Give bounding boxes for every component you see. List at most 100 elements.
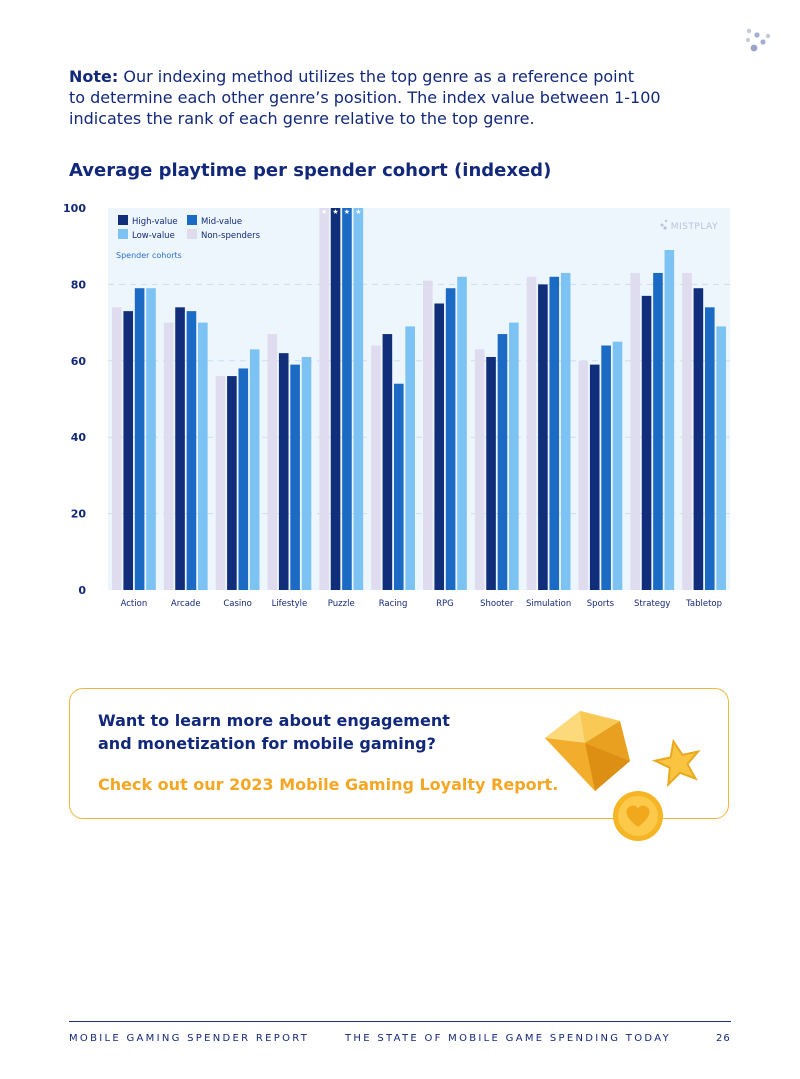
bar [630, 272, 640, 590]
bar [509, 322, 519, 590]
x-tick-label: Arcade [171, 599, 201, 609]
plot-area [108, 208, 730, 590]
note-line-1: Our indexing method utilizes the top gen… [118, 67, 635, 86]
heart-coin-icon [613, 791, 663, 841]
x-tick-label: Puzzle [328, 599, 355, 609]
bar [123, 311, 134, 590]
y-tick-label: 20 [71, 508, 87, 521]
footer-rule [69, 1021, 731, 1022]
bar [301, 356, 312, 590]
x-tick-label: Shooter [480, 599, 514, 609]
note-line-3: indicates the rank of each genre relativ… [69, 109, 535, 128]
legend-swatch [187, 215, 197, 225]
bar [278, 353, 289, 590]
bar [393, 383, 404, 590]
bar [186, 311, 197, 590]
bar [163, 322, 174, 590]
bar [215, 376, 226, 590]
y-tick-label: 0 [78, 584, 86, 597]
y-tick-label: 80 [71, 278, 87, 291]
watermark-dot [664, 219, 668, 223]
bar [198, 322, 208, 590]
bar [601, 345, 611, 590]
bar [112, 307, 122, 590]
legend-swatch [118, 229, 128, 239]
bar [578, 360, 589, 590]
bar [693, 288, 704, 590]
bar [560, 272, 571, 590]
bar [238, 368, 249, 590]
top-genre-star: ★ [344, 208, 350, 216]
bar [526, 276, 537, 590]
watermark-dot [660, 223, 664, 227]
bar [612, 341, 623, 590]
note-label: Note: [69, 67, 119, 86]
bar [716, 326, 726, 590]
legend-swatch [118, 215, 128, 225]
loyalty-report-link[interactable]: Check out our 2023 Mobile Gaming Loyalty… [98, 775, 559, 794]
y-tick-label: 60 [71, 355, 87, 368]
legend-swatch [187, 229, 197, 239]
bar [330, 208, 341, 590]
x-tick-label: Tabletop [685, 599, 722, 609]
bar [549, 276, 560, 590]
bar [486, 356, 496, 590]
gem-icon [545, 711, 630, 791]
x-tick-label: Simulation [526, 599, 571, 609]
bar [319, 208, 329, 590]
bar [353, 208, 364, 590]
star-icon [651, 738, 701, 788]
legend-label: High-value [132, 217, 178, 227]
bar [682, 272, 692, 590]
x-tick-label: Lifestyle [272, 599, 308, 609]
brand-dots-logo [746, 28, 771, 52]
legend-label: Mid-value [201, 217, 242, 227]
bar [589, 364, 600, 590]
watermark-dot [663, 226, 667, 230]
x-tick-label: Casino [223, 599, 252, 609]
bar [445, 288, 456, 590]
chart-title: Average playtime per spender cohort (ind… [69, 160, 552, 181]
top-genre-star: ★ [321, 208, 327, 216]
top-genre-star: ★ [332, 208, 338, 216]
mistplay-watermark: MISTPLAY [671, 222, 718, 232]
methodology-note: Note: Our indexing method utilizes the t… [69, 66, 709, 129]
bar [653, 272, 663, 590]
legend-title: Spender cohorts [116, 251, 182, 260]
x-tick-label: Strategy [634, 599, 670, 609]
callout-line-2: and monetization for mobile gaming? [98, 734, 436, 753]
bar [704, 307, 715, 590]
bar [474, 349, 485, 590]
bar [434, 303, 445, 590]
x-tick-label: Action [121, 599, 148, 609]
bar [146, 288, 156, 590]
bar [423, 280, 433, 590]
bar [267, 334, 278, 590]
bar [538, 284, 548, 590]
bar [457, 276, 467, 590]
bar [382, 334, 393, 590]
bar [175, 307, 185, 590]
footer-section-name: THE STATE OF MOBILE GAME SPENDING TODAY [345, 1033, 671, 1044]
x-tick-label: Racing [379, 599, 408, 609]
bar [227, 376, 237, 590]
bar [497, 334, 508, 590]
playtime-bar-chart: 0 20 40 60 80 100 Action Arcade Casino Lifestyle ★… [63, 202, 730, 609]
report-callout: Want to learn more about engagement and … [69, 688, 729, 819]
bar [405, 326, 415, 590]
page-number: 26 [716, 1033, 731, 1044]
bar [641, 295, 652, 590]
y-tick-label: 100 [63, 202, 86, 215]
bar [664, 250, 675, 590]
bar [371, 345, 381, 590]
bar [249, 349, 260, 590]
gem-star-coin-illustration [545, 711, 701, 841]
legend-label: Low-value [132, 231, 175, 241]
note-line-2: to determine each other genre’s position… [69, 88, 661, 107]
x-tick-label: RPG [436, 599, 454, 609]
footer-report-name: MOBILE GAMING SPENDER REPORT [69, 1033, 310, 1044]
bar [342, 208, 352, 590]
y-tick-label: 40 [71, 431, 87, 444]
callout-line-1: Want to learn more about engagement [98, 711, 450, 730]
x-tick-label: Sports [587, 599, 615, 609]
